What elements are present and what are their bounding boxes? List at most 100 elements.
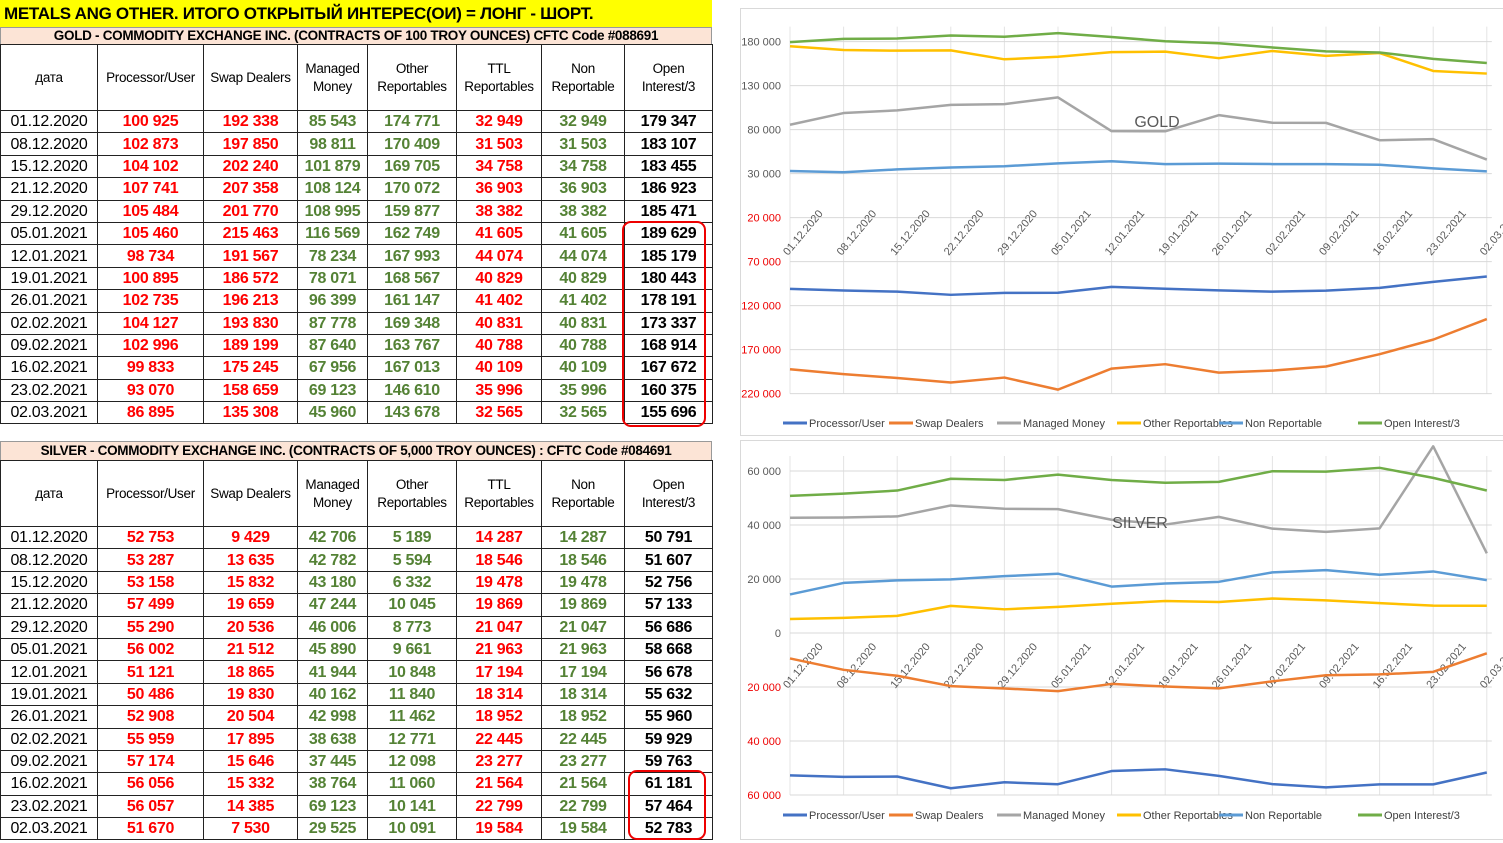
table-cell: 22 799 bbox=[456, 794, 542, 819]
table-row: 01.12.2020 100 925 192 338 85 543 174 771 32 … bbox=[0, 109, 713, 134]
table-cell: 15.12.2020 bbox=[0, 154, 98, 179]
table-cell: 23.02.2021 bbox=[0, 378, 98, 403]
table-cell: 55 960 bbox=[624, 705, 713, 729]
table-cell: 19 659 bbox=[203, 593, 298, 617]
series-line-managed-money bbox=[789, 445, 1488, 554]
table-cell: 191 567 bbox=[203, 244, 298, 268]
x-tick-label: 01.12.2020 bbox=[781, 641, 826, 691]
series-line-other-reportables bbox=[789, 44, 1487, 75]
table-cell: 6 332 bbox=[367, 570, 457, 595]
table-cell: 57 133 bbox=[624, 593, 713, 617]
table-cell: 10 141 bbox=[367, 794, 457, 819]
table-cell: 8 773 bbox=[367, 615, 457, 639]
series-line-open-interest- bbox=[789, 31, 1487, 65]
table-cell: 57 174 bbox=[97, 749, 204, 774]
table-cell: 26.01.2021 bbox=[0, 289, 98, 313]
table-cell: 47 244 bbox=[297, 593, 368, 617]
x-tick-label: 05.01.2021 bbox=[1049, 208, 1094, 258]
table-cell: 41 944 bbox=[297, 660, 368, 684]
table-cell: 5 189 bbox=[367, 525, 457, 550]
y-tick-label: 120 000 bbox=[741, 301, 781, 313]
table-cell: 12 098 bbox=[367, 749, 457, 774]
table-cell: 15.12.2020 bbox=[0, 570, 98, 595]
table-cell: 52 753 bbox=[97, 525, 204, 550]
y-tick-label: 20 000 bbox=[747, 574, 781, 586]
series-line-swap-dealers bbox=[789, 652, 1488, 693]
table-cell: 56 002 bbox=[97, 637, 204, 662]
table-cell: 40 109 bbox=[456, 356, 542, 380]
table-cell: 168 914 bbox=[624, 333, 713, 358]
table-row: 19.01.2021 100 895 186 572 78 071 168 567 40 … bbox=[0, 266, 713, 291]
y-tick-label: 220 000 bbox=[741, 389, 781, 401]
table-cell: 12.01.2021 bbox=[0, 660, 98, 684]
table-cell: 189 199 bbox=[203, 333, 298, 358]
series-line-non-reportable bbox=[789, 159, 1487, 174]
table-row: 02.03.2021 51 670 7 530 29 525 10 091 19 584 1… bbox=[0, 817, 713, 841]
x-tick-label: 26.01.2021 bbox=[1210, 208, 1255, 258]
table-row: 26.01.2021 52 908 20 504 42 998 11 462 18 952… bbox=[0, 705, 713, 729]
table-cell: 32 949 bbox=[456, 109, 542, 134]
column-header: Non Reportable bbox=[541, 460, 625, 527]
table-cell: 22 799 bbox=[541, 794, 625, 819]
table-cell: 41 605 bbox=[456, 221, 542, 246]
table-cell: 36 903 bbox=[541, 177, 625, 201]
y-tick-label: 40 000 bbox=[747, 736, 781, 748]
legend-label: Swap Dealers bbox=[915, 810, 984, 822]
x-tick-label: 09.02.2021 bbox=[1317, 208, 1362, 258]
x-tick-label: 05.01.2021 bbox=[1049, 641, 1094, 691]
table-cell: 158 659 bbox=[203, 378, 298, 403]
table-cell: 189 629 bbox=[624, 221, 713, 246]
y-tick-label: 20 000 bbox=[747, 213, 781, 225]
table-cell: 55 959 bbox=[97, 727, 204, 751]
legend-label: Open Interest/3 bbox=[1384, 418, 1460, 430]
x-tick-label: 29.12.2020 bbox=[996, 208, 1041, 258]
column-header: Managed Money bbox=[297, 460, 368, 527]
table-row: 02.03.2021 86 895 135 308 45 960 143 678 32 5… bbox=[0, 401, 713, 425]
table-cell: 29 525 bbox=[297, 817, 368, 841]
table-cell: 17 194 bbox=[541, 660, 625, 684]
table-cell: 16.02.2021 bbox=[0, 772, 98, 796]
table-cell: 104 127 bbox=[97, 311, 204, 335]
table-cell: 18 314 bbox=[456, 682, 542, 707]
y-tick-label: 130 000 bbox=[741, 81, 781, 93]
column-header: TTL Reportables bbox=[456, 460, 542, 527]
table-row: 05.01.2021 56 002 21 512 45 890 9 661 21 963 2… bbox=[0, 637, 713, 662]
table-cell: 108 124 bbox=[297, 177, 368, 201]
table-cell: 02.03.2021 bbox=[0, 401, 98, 425]
table-cell: 160 375 bbox=[624, 378, 713, 403]
table-row: 21.12.2020 107 741 207 358 108 124 170 072 36… bbox=[0, 177, 713, 201]
column-header: Non Reportable bbox=[541, 44, 625, 111]
table-cell: 19 478 bbox=[541, 570, 625, 595]
table-cell: 01.12.2020 bbox=[0, 109, 98, 134]
legend-label: Open Interest/3 bbox=[1384, 810, 1460, 822]
table-cell: 186 923 bbox=[624, 177, 713, 201]
table-cell: 102 873 bbox=[97, 132, 204, 156]
y-tick-label: 40 000 bbox=[747, 520, 781, 532]
y-tick-label: 60 000 bbox=[747, 466, 781, 478]
table-cell: 168 567 bbox=[367, 266, 457, 291]
y-tick-label: 180 000 bbox=[741, 37, 781, 49]
x-tick-label: 19.01.2021 bbox=[1156, 208, 1201, 258]
table-cell: 21.12.2020 bbox=[0, 177, 98, 201]
table-row: 01.12.2020 52 753 9 429 42 706 5 189 14 287 14… bbox=[0, 525, 713, 550]
table-cell: 53 287 bbox=[97, 548, 204, 572]
table-row: 05.01.2021 105 460 215 463 116 569 162 749 41… bbox=[0, 221, 713, 246]
column-header: Processor/User bbox=[97, 460, 204, 527]
table-cell: 11 840 bbox=[367, 682, 457, 707]
table-cell: 37 445 bbox=[297, 749, 368, 774]
table-cell: 202 240 bbox=[203, 154, 298, 179]
table-cell: 35 996 bbox=[456, 378, 542, 403]
y-tick-label: 0 bbox=[775, 628, 781, 640]
x-tick-label: 16.02.2021 bbox=[1371, 641, 1416, 691]
series-line-non-reportable bbox=[789, 568, 1487, 596]
series-line-processor-user bbox=[789, 275, 1487, 297]
table-cell: 32 949 bbox=[541, 109, 625, 134]
table-cell: 174 771 bbox=[367, 109, 457, 134]
table-cell: 40 788 bbox=[456, 333, 542, 358]
table-cell: 58 668 bbox=[624, 637, 713, 662]
legend-label: Swap Dealers bbox=[915, 418, 984, 430]
table-cell: 21 963 bbox=[541, 637, 625, 662]
table-cell: 9 429 bbox=[203, 525, 298, 550]
series-line-managed-money bbox=[789, 96, 1488, 161]
table-cell: 78 071 bbox=[297, 266, 368, 291]
